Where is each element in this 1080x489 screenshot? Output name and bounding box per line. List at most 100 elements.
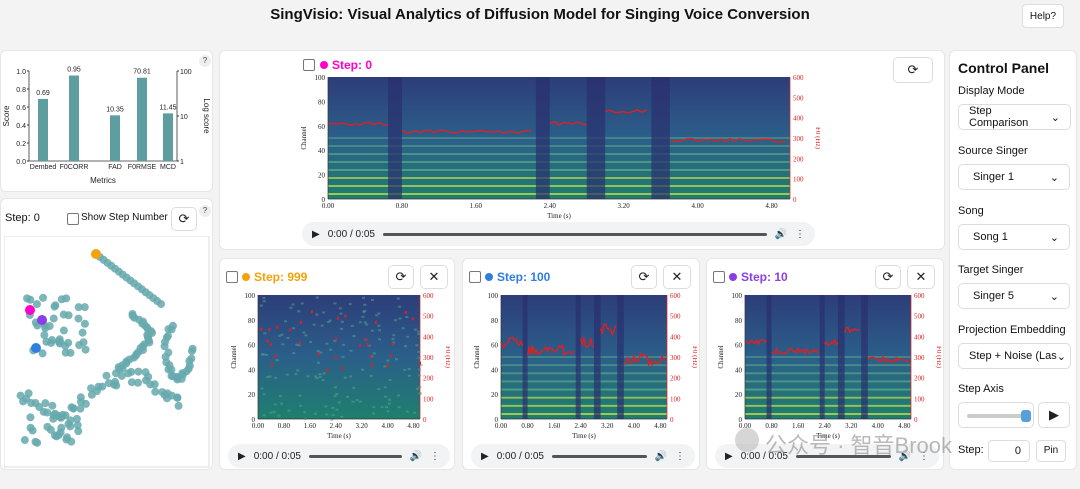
- refresh-icon: ⟳: [178, 211, 190, 226]
- right-tick-label: 10: [180, 114, 188, 121]
- projection-scatter[interactable]: [4, 236, 210, 468]
- chevron-down-icon: ⌄: [1049, 171, 1059, 184]
- projection-point: [61, 348, 70, 357]
- noise-speckle: [377, 388, 381, 391]
- x-tick-label: 0.00: [252, 422, 265, 430]
- volume-icon[interactable]: 🔊: [654, 450, 667, 462]
- noise-speckle: [259, 304, 263, 307]
- more-icon[interactable]: ⋮: [795, 228, 805, 240]
- step-999-audio-player[interactable]: ▶ 0:00 / 0:05 🔊 ⋮: [228, 444, 450, 468]
- projection-point: [151, 387, 160, 396]
- silence-region: [617, 295, 624, 419]
- harmonic-band: [745, 413, 911, 415]
- song-select[interactable]: Song 1 ⌄: [958, 224, 1070, 250]
- f0-point: [268, 327, 271, 331]
- harmonic-band: [745, 356, 911, 358]
- y-tick-label: 100: [488, 293, 499, 300]
- volume-icon[interactable]: 🔊: [898, 450, 911, 462]
- step-axis-play-button[interactable]: ▶: [1038, 402, 1070, 428]
- audio-progress[interactable]: [551, 454, 647, 458]
- show-step-number-checkbox[interactable]: [67, 213, 79, 225]
- step-999-checkbox[interactable]: [226, 271, 238, 283]
- main-audio-player[interactable]: ▶ 0:00 / 0:05 🔊 ⋮: [302, 222, 815, 246]
- y2-tick-label: 100: [914, 395, 925, 403]
- projection-point: [111, 377, 120, 386]
- refresh-icon: ⟳: [882, 269, 894, 284]
- display-mode-select[interactable]: Step Comparison ⌄: [958, 104, 1071, 130]
- projection-refresh-button[interactable]: ⟳: [171, 207, 197, 231]
- projection-embedding-select[interactable]: Step + Noise (Las ⌄: [958, 343, 1071, 369]
- audio-progress[interactable]: [795, 454, 891, 458]
- noise-speckle: [372, 352, 376, 355]
- projection-point: [81, 345, 90, 354]
- metric-bar: [137, 77, 147, 161]
- f0-curve: [744, 326, 910, 364]
- y-axis-title: Channel: [300, 126, 308, 149]
- step-axis-slider[interactable]: [958, 402, 1034, 428]
- projection-step-label: Step: 0: [5, 212, 40, 224]
- play-icon[interactable]: ▶: [238, 450, 246, 462]
- projection-point: [43, 408, 52, 417]
- noise-speckle: [269, 411, 273, 414]
- help-button[interactable]: Help?: [1022, 4, 1064, 28]
- step-10-close-button[interactable]: ✕: [907, 265, 935, 289]
- volume-icon[interactable]: 🔊: [774, 228, 787, 240]
- audio-progress[interactable]: [308, 454, 402, 458]
- noise-speckle: [369, 374, 373, 377]
- step-999-refresh-button[interactable]: ⟳: [388, 265, 414, 289]
- more-icon[interactable]: ⋮: [430, 450, 440, 462]
- play-icon[interactable]: ▶: [725, 450, 733, 462]
- projection-point: [46, 425, 55, 434]
- noise-speckle: [350, 324, 354, 327]
- step-100-refresh-button[interactable]: ⟳: [631, 265, 657, 289]
- step-10-refresh-button[interactable]: ⟳: [875, 265, 901, 289]
- step-100-close-button[interactable]: ✕: [663, 265, 691, 289]
- metric-bar: [163, 113, 173, 161]
- noise-speckle: [393, 319, 397, 322]
- projection-point: [87, 384, 96, 393]
- noise-speckle: [326, 320, 330, 323]
- step-axis-label: Step Axis: [958, 383, 1004, 395]
- projection-help-icon[interactable]: ?: [199, 205, 211, 217]
- more-icon[interactable]: ⋮: [919, 450, 929, 462]
- play-icon[interactable]: ▶: [312, 228, 320, 240]
- step-100-checkbox[interactable]: [469, 271, 481, 283]
- projection-point: [48, 401, 57, 410]
- projection-point: [164, 348, 173, 357]
- step-10-checkbox[interactable]: [713, 271, 725, 283]
- audio-progress[interactable]: [382, 232, 767, 236]
- y-tick-label: 100: [732, 293, 743, 300]
- noise-speckle: [401, 327, 405, 330]
- noise-speckle: [306, 375, 310, 378]
- more-icon[interactable]: ⋮: [675, 450, 685, 462]
- noise-speckle: [380, 406, 384, 409]
- target-singer-select[interactable]: Singer 5 ⌄: [958, 283, 1070, 309]
- audio-time: 0:00 / 0:05: [253, 450, 301, 462]
- metrics-help-icon[interactable]: ?: [199, 55, 211, 67]
- noise-speckle: [322, 372, 326, 375]
- f0-point: [274, 354, 277, 358]
- y-tick-label: 0: [739, 416, 743, 424]
- y2-tick-label: 600: [914, 293, 925, 300]
- play-icon[interactable]: ▶: [481, 450, 489, 462]
- slider-thumb[interactable]: [1021, 410, 1031, 422]
- y2-tick-label: 0: [670, 416, 674, 424]
- main-refresh-button[interactable]: ⟳: [893, 57, 933, 83]
- x-axis-title: Metrics: [90, 176, 116, 185]
- step-999-close-button[interactable]: ✕: [420, 265, 448, 289]
- main-step-checkbox[interactable]: [303, 59, 315, 71]
- source-singer-select[interactable]: Singer 1 ⌄: [958, 164, 1070, 190]
- noise-speckle: [325, 342, 329, 345]
- step-100-audio-player[interactable]: ▶ 0:00 / 0:05 🔊 ⋮: [471, 444, 695, 468]
- noise-speckle: [297, 344, 301, 347]
- projection-point: [173, 393, 182, 402]
- noise-speckle: [333, 386, 337, 389]
- projection-point: [40, 331, 49, 340]
- step-input[interactable]: 0: [988, 440, 1030, 462]
- slider-track[interactable]: [967, 414, 1025, 418]
- f0-point: [344, 314, 347, 318]
- pin-button[interactable]: Pin: [1036, 440, 1066, 462]
- silence-region: [535, 77, 550, 199]
- volume-icon[interactable]: 🔊: [409, 450, 422, 462]
- noise-speckle: [274, 376, 278, 379]
